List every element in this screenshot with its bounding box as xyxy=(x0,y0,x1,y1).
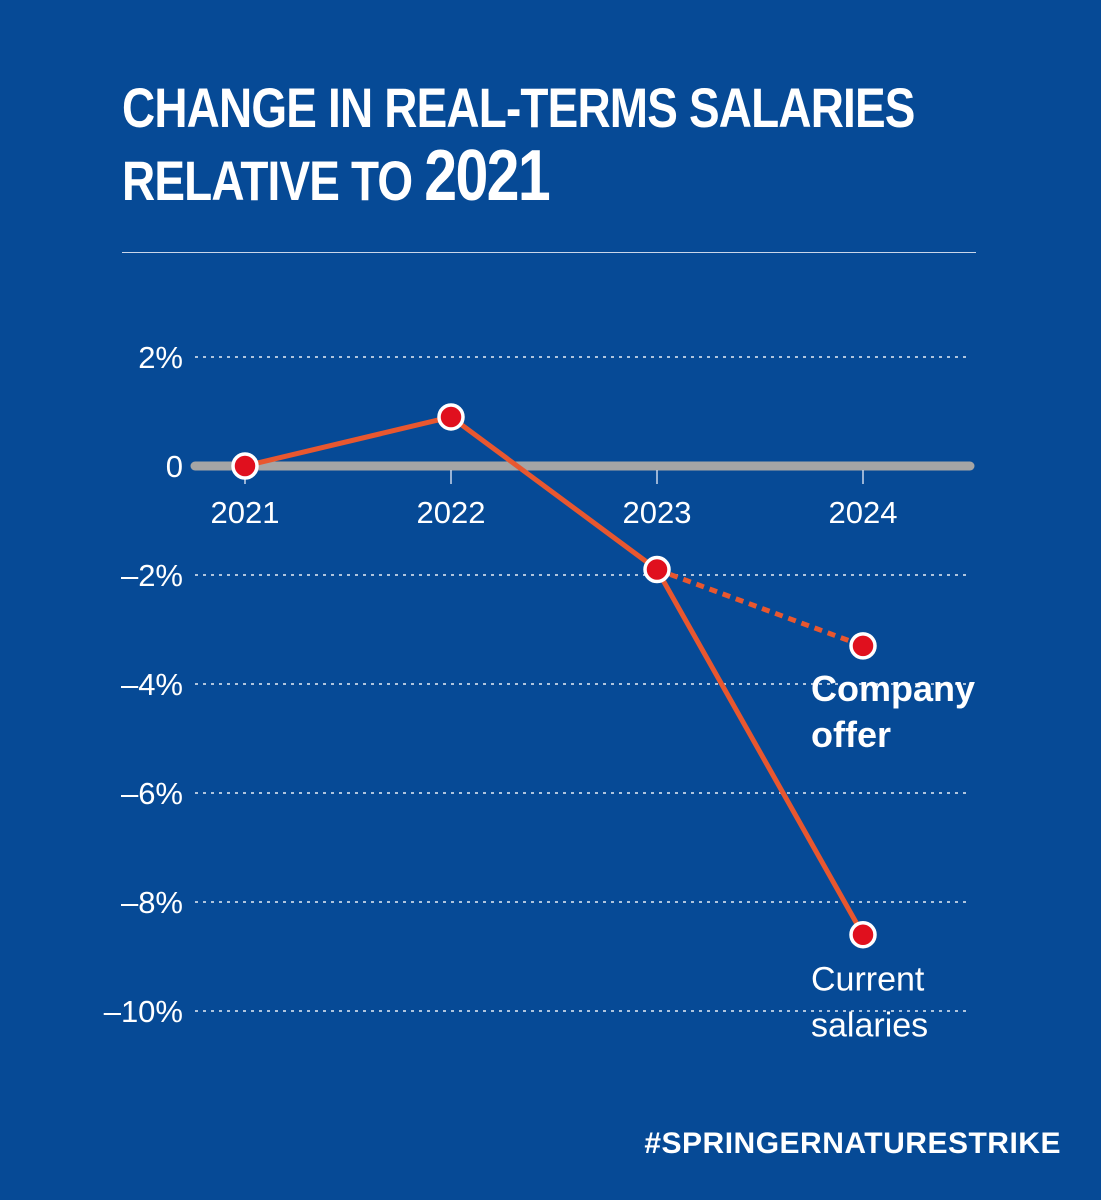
series-label-line: Company xyxy=(811,668,975,709)
y-tick-labels: 2% 0 –2% –4% –6% –8% –10% xyxy=(104,340,183,1029)
y-tick-label: –8% xyxy=(121,885,183,920)
y-tick-label: –4% xyxy=(121,667,183,702)
grid-lines xyxy=(195,356,968,1012)
title-line-2-prefix: RELATIVE TO xyxy=(122,149,425,212)
series-label: Current salaries xyxy=(811,961,928,1045)
x-tick-label: 2022 xyxy=(417,495,486,530)
title-line-1: CHANGE IN REAL-TERMS SALARIES xyxy=(122,76,915,139)
x-tick-label: 2021 xyxy=(211,495,280,530)
series-label-line: offer xyxy=(811,714,891,755)
y-tick-label: 0 xyxy=(166,449,183,484)
x-tick-labels: 2021 2022 2023 2024 xyxy=(211,470,898,530)
x-tick-label: 2023 xyxy=(623,495,692,530)
y-tick-label: –6% xyxy=(121,776,183,811)
title-divider xyxy=(122,252,976,253)
title-year: 2021 xyxy=(424,136,550,216)
data-point xyxy=(849,920,877,949)
x-tick-label: 2024 xyxy=(829,495,898,530)
data-point xyxy=(849,632,877,660)
data-point xyxy=(437,403,465,431)
y-tick-label: –10% xyxy=(104,994,183,1029)
y-tick-label: –2% xyxy=(121,558,183,593)
series-label-line: Current xyxy=(811,961,925,999)
data-point xyxy=(643,555,671,584)
series-label-line: salaries xyxy=(811,1007,928,1045)
series-line xyxy=(656,567,864,649)
data-points xyxy=(231,403,877,949)
hashtag: #SPRINGERNATURESTRIKE xyxy=(644,1127,1061,1160)
series-lines xyxy=(244,414,866,936)
y-tick-label: 2% xyxy=(138,340,183,375)
series-line xyxy=(244,414,866,936)
series-labels: Current salaries Company offer xyxy=(811,668,975,1045)
chart-title: CHANGE IN REAL-TERMS SALARIES RELATIVE T… xyxy=(122,74,915,215)
series-label: Company offer xyxy=(811,668,975,755)
data-point xyxy=(231,452,259,480)
title-line-2: RELATIVE TO 2021 xyxy=(122,140,915,215)
